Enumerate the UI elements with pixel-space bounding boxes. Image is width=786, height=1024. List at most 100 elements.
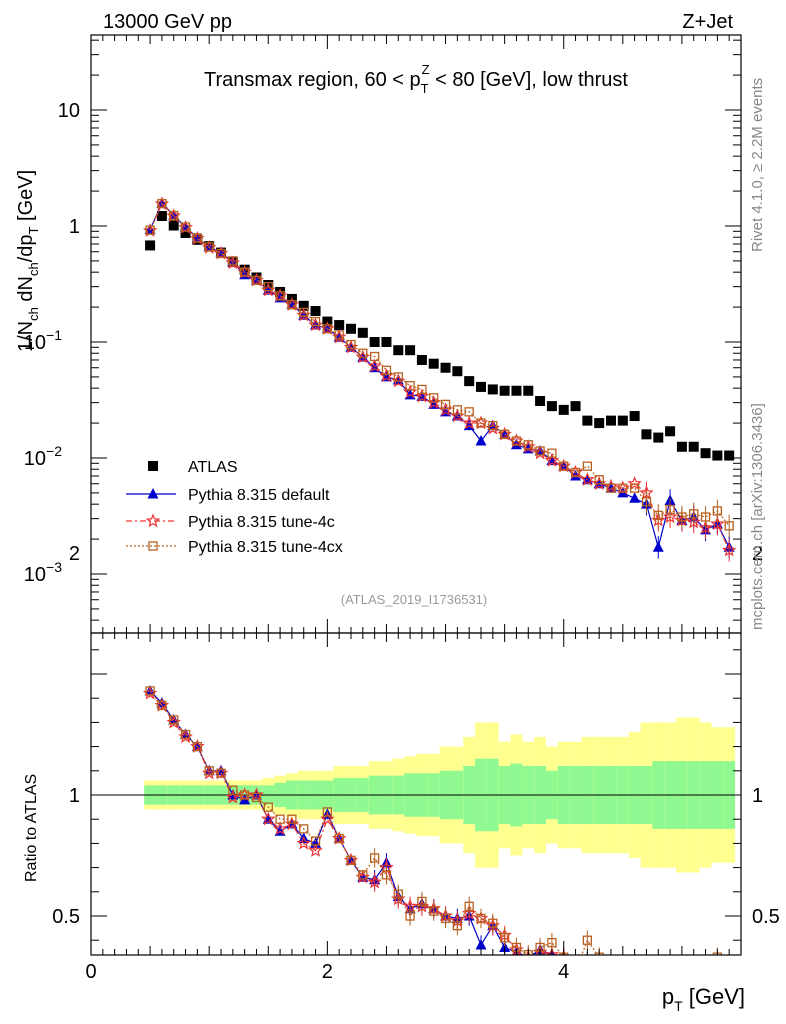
main-series-layer <box>142 196 737 562</box>
ratio-point <box>334 833 344 844</box>
data-point <box>357 327 368 338</box>
ratio-point <box>452 921 463 931</box>
data-point <box>145 240 156 251</box>
ratio-point <box>272 821 288 836</box>
ratio-point <box>594 958 605 969</box>
data-point <box>677 512 687 522</box>
data-point <box>641 429 652 440</box>
legend-entry: Pythia 8.315 default <box>126 487 330 504</box>
ratio-point <box>476 913 486 924</box>
ratio-point <box>606 968 617 979</box>
data-point <box>712 450 723 461</box>
data-point <box>452 405 463 415</box>
data-point <box>665 426 676 437</box>
x-tick-label: 2 <box>322 961 333 983</box>
data-point <box>346 323 356 334</box>
data-point <box>346 339 356 350</box>
ratio-point <box>665 971 676 982</box>
ratio-point <box>572 968 580 976</box>
data-point <box>145 225 155 235</box>
ratio-point <box>180 728 192 739</box>
data-point <box>299 307 309 318</box>
data-point <box>475 435 487 446</box>
ratio-y-tick-label-right: 1 <box>752 785 763 807</box>
data-point <box>405 345 416 356</box>
data-point <box>275 291 285 301</box>
ratio-point <box>702 965 710 973</box>
ratio-point <box>607 970 615 978</box>
ratio-point <box>646 954 647 955</box>
ratio-series-line <box>149 692 557 955</box>
data-point <box>511 385 522 396</box>
ratio-point <box>275 814 285 824</box>
legend-entry: ATLAS <box>148 459 238 476</box>
data-point <box>534 444 546 456</box>
data-point <box>523 440 533 450</box>
ratio-point <box>310 836 321 846</box>
data-point <box>724 450 735 461</box>
mcplots-label: mcplots.cern.ch [arXiv:1306.3436] <box>749 403 766 630</box>
data-point <box>381 365 392 375</box>
data-point <box>239 267 250 277</box>
data-point <box>476 418 486 428</box>
ratio-point <box>678 973 686 981</box>
data-point <box>570 467 581 478</box>
y-tick-label: 10−2 <box>24 443 62 470</box>
legend-entry: Pythia 8.315 tune-4c <box>126 513 335 531</box>
data-point <box>157 198 167 209</box>
x-tick-label: 0 <box>85 961 96 983</box>
ratio-point <box>712 968 723 979</box>
ratio-point <box>629 968 640 979</box>
data-point <box>618 483 628 493</box>
data-point <box>547 448 557 458</box>
data-point <box>287 299 297 310</box>
data-point <box>559 461 569 471</box>
data-point <box>393 345 404 356</box>
ratio-point <box>369 853 380 863</box>
ratio-point <box>393 889 403 899</box>
data-point <box>689 509 699 519</box>
data-point <box>476 381 486 392</box>
ratio-point <box>145 686 155 696</box>
data-point <box>310 316 321 327</box>
ratio-point <box>570 971 581 982</box>
data-point <box>582 415 593 426</box>
data-point <box>180 222 191 232</box>
ratio-point <box>192 741 203 752</box>
main-series-0 <box>145 210 735 461</box>
ratio-point <box>308 843 323 857</box>
plot-title: Transmax region, 60 < pTZ < 80 [GeV], lo… <box>204 62 628 96</box>
ratio-point <box>296 835 311 850</box>
data-point <box>652 541 664 552</box>
ratio-point <box>712 968 723 979</box>
data-point <box>417 384 427 395</box>
data-point <box>535 396 546 407</box>
y-tick-label: 10−3 <box>24 559 62 586</box>
ratio-point <box>225 789 241 804</box>
data-point <box>416 354 427 365</box>
analysis-watermark: (ATLAS_2019_I1736531) <box>341 592 487 607</box>
legend-marker <box>148 461 158 471</box>
data-point <box>700 512 711 522</box>
ratio-point <box>228 785 238 795</box>
ratio-y-tick-label-left: 0.5 <box>52 906 80 928</box>
data-point <box>428 358 439 369</box>
ratio-series-layer <box>142 684 723 982</box>
data-point <box>594 475 604 485</box>
rivet-version-label: Rivet 4.1.0, ≥ 2.2M events <box>749 78 766 252</box>
data-point <box>393 372 403 382</box>
data-point <box>676 441 687 452</box>
process-label: Z+Jet <box>682 11 733 33</box>
data-point <box>629 492 641 503</box>
data-point <box>712 506 723 516</box>
energy-label: 13000 GeV pp <box>103 11 232 33</box>
ratio-point <box>617 968 628 979</box>
data-point <box>429 393 439 403</box>
data-point <box>653 432 664 443</box>
data-point <box>334 330 344 340</box>
data-point <box>405 381 415 391</box>
data-point <box>688 441 699 452</box>
main-series-line <box>149 202 730 527</box>
ratio-point <box>346 855 356 865</box>
